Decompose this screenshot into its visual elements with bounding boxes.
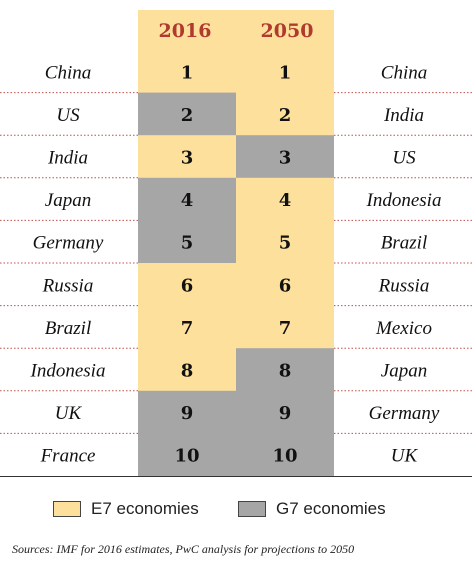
rank-label-2016: 3	[181, 148, 194, 169]
rank-cell-2016	[138, 390, 236, 434]
rank-label-2016: 4	[181, 190, 194, 211]
country-label-2050: Germany	[369, 403, 440, 424]
rank-cell-2050	[236, 263, 334, 307]
rank-cell-2016	[138, 263, 236, 307]
country-label-2016: India	[47, 148, 88, 169]
rank-label-2050: 6	[279, 275, 292, 296]
rank-label-2050: 2	[279, 105, 292, 126]
rank-cell-2050	[236, 305, 334, 349]
country-label-2016: Brazil	[45, 318, 91, 339]
legend-label-g7: G7 economies	[276, 499, 386, 518]
country-label-2050: India	[383, 105, 424, 126]
country-label-2050: China	[381, 62, 427, 83]
rank-cell-2016	[138, 135, 236, 179]
rank-label-2050: 10	[272, 446, 297, 467]
rank-label-2016: 10	[174, 446, 199, 467]
country-label-2016: Indonesia	[30, 361, 106, 382]
country-label-2016: Japan	[45, 190, 91, 211]
rank-label-2050: 1	[279, 62, 292, 83]
source-note: Sources: IMF for 2016 estimates, PwC ana…	[12, 542, 355, 556]
country-label-2050: Russia	[378, 275, 430, 296]
rank-label-2016: 2	[181, 105, 194, 126]
rank-label-2016: 6	[181, 275, 194, 296]
rank-label-2016: 7	[181, 318, 194, 339]
country-label-2016: US	[56, 105, 80, 126]
country-label-2016: Russia	[42, 275, 94, 296]
legend-label-e7: E7 economies	[91, 499, 199, 518]
rank-cell-2016	[138, 92, 236, 136]
country-label-2016: UK	[55, 403, 83, 424]
legend-swatch-e7	[53, 501, 81, 517]
rank-cell-2016	[138, 348, 236, 392]
country-label-2050: Indonesia	[366, 190, 442, 211]
rank-cell-2050	[236, 135, 334, 179]
country-label-2016: France	[40, 446, 96, 467]
rank-label-2050: 5	[279, 233, 292, 254]
rank-label-2050: 9	[279, 403, 292, 424]
rank-cell-2050	[236, 220, 334, 264]
legend-item-g7: G7 economies	[238, 497, 386, 521]
rank-label-2050: 4	[279, 190, 292, 211]
legend-swatch-g7	[238, 501, 266, 517]
country-label-2050: Brazil	[381, 233, 427, 254]
rank-cell-2016	[138, 177, 236, 221]
column-header-2050: 2050	[261, 20, 314, 42]
rank-label-2016: 1	[181, 62, 194, 83]
rank-label-2050: 7	[279, 318, 292, 339]
rank-label-2016: 8	[181, 361, 194, 382]
rank-cell-2050	[236, 50, 334, 94]
country-label-2050: Mexico	[375, 318, 432, 339]
country-label-2050: US	[392, 148, 416, 169]
country-label-2016: China	[45, 62, 91, 83]
rank-label-2016: 9	[181, 403, 194, 424]
rank-label-2016: 5	[181, 233, 194, 254]
rank-cell-2016	[138, 433, 236, 477]
rank-cell-2016	[138, 305, 236, 349]
country-label-2016: Germany	[33, 233, 104, 254]
column-header-2016: 2016	[159, 20, 212, 42]
legend-item-e7: E7 economies	[53, 497, 199, 521]
rank-label-2050: 8	[279, 361, 292, 382]
header-band	[138, 10, 334, 50]
rank-cell-2016	[138, 50, 236, 94]
rank-cell-2050	[236, 433, 334, 477]
rank-cell-2050	[236, 348, 334, 392]
rank-cell-2050	[236, 390, 334, 434]
legend: E7 economies G7 economies	[0, 497, 472, 521]
country-label-2050: Japan	[381, 361, 427, 382]
rank-label-2050: 3	[279, 148, 292, 169]
country-label-2050: UK	[391, 446, 419, 467]
rank-cell-2050	[236, 92, 334, 136]
rank-cell-2016	[138, 220, 236, 264]
rank-cell-2050	[236, 177, 334, 221]
